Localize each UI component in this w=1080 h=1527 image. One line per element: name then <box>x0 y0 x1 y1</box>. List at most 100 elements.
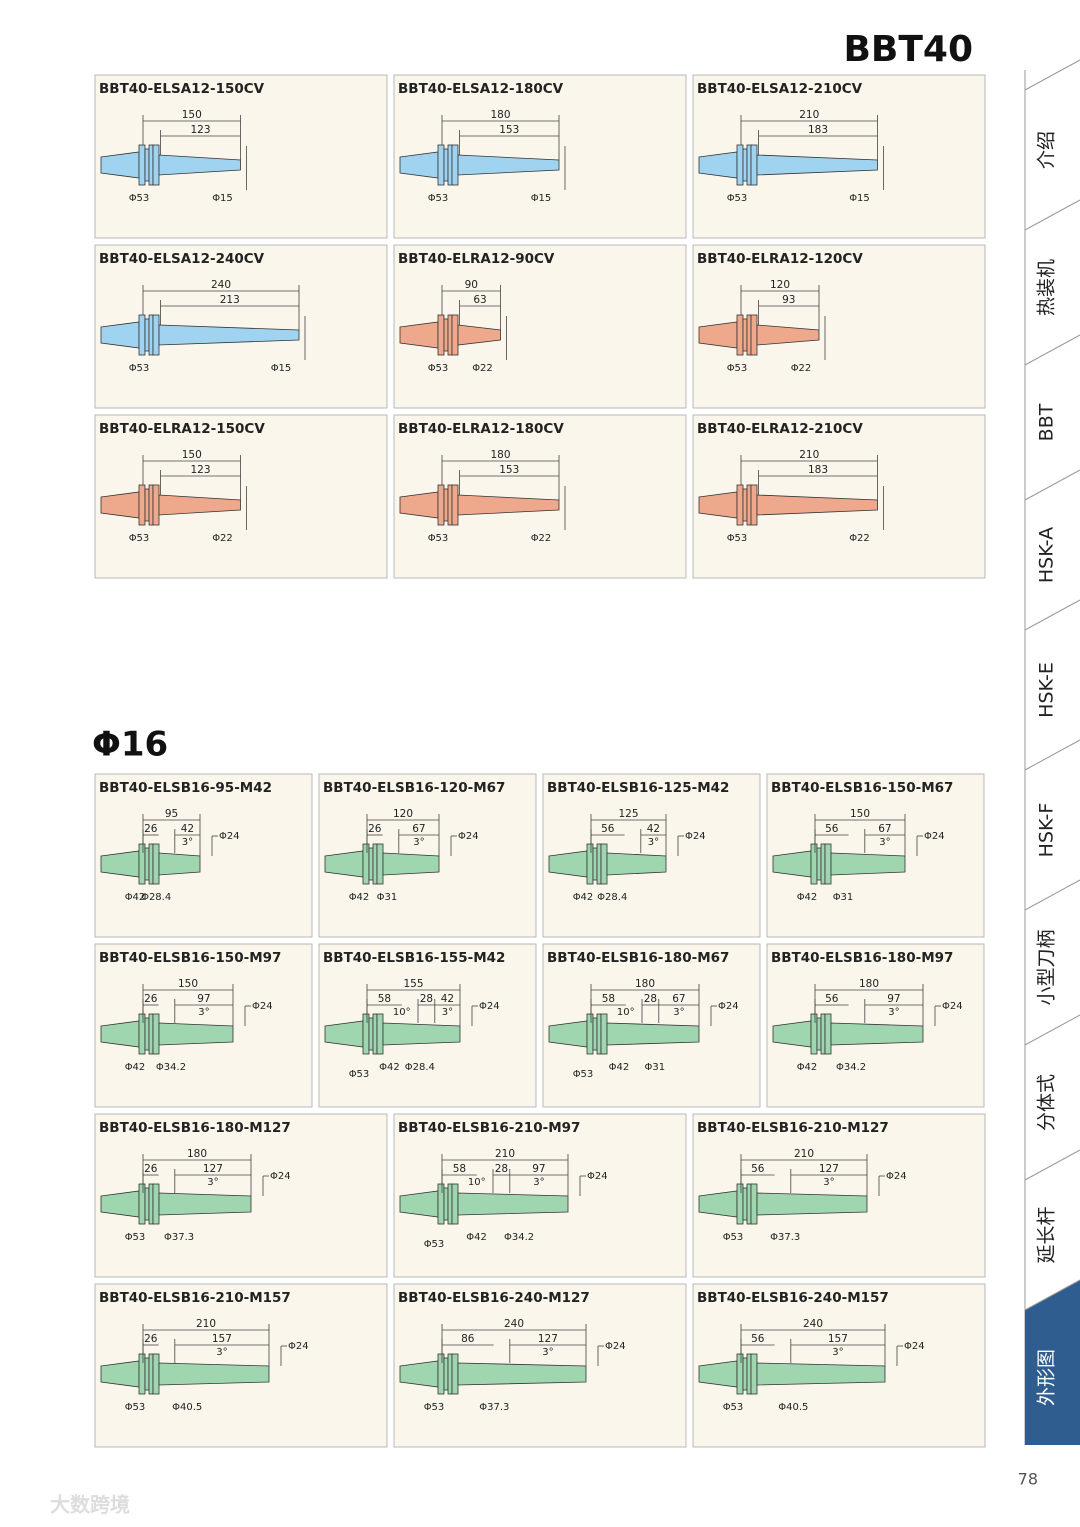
dim-length: 240 <box>803 1318 823 1330</box>
dim-length: 180 <box>859 978 879 990</box>
tool-shank <box>698 151 738 179</box>
card-title: BBT40-ELSB16-125-M42 <box>547 780 729 796</box>
product-card: BBT40-ELSB16-150-M67 150 56 67 3° Φ24 Φ42 Φ31 <box>766 773 985 938</box>
product-card: BBT40-ELSB16-210-M157 210 26 157 3° Φ24 Φ53 Φ40… <box>94 1283 388 1448</box>
tool-body <box>756 1192 868 1216</box>
dim-diameter: Φ34.2 <box>156 1062 186 1073</box>
dim-length: 90 <box>465 279 478 291</box>
tool-shank <box>548 850 588 878</box>
tool-flange <box>152 1013 160 1055</box>
tool-body <box>756 324 820 346</box>
tool-flange <box>586 843 594 885</box>
tool-flange <box>816 847 822 881</box>
dim-diameter: Φ24 <box>219 831 240 842</box>
dim-diameter: Φ24 <box>718 1001 739 1012</box>
card-title: BBT40-ELSB16-240-M127 <box>398 1290 590 1306</box>
tool-flange <box>144 148 150 182</box>
dim-length: 58 <box>378 993 391 1005</box>
dim-length: 240 <box>211 279 231 291</box>
tool-flange <box>443 318 449 352</box>
card-title: BBT40-ELSA12-180CV <box>398 81 564 97</box>
sidebar-tab[interactable]: HSK-E <box>1036 662 1058 718</box>
product-card: BBT40-ELSB16-180-M127 180 26 127 3° Φ24 Φ53 Φ37… <box>94 1113 388 1278</box>
tab-divider <box>1024 59 1080 91</box>
dim-angle: 10° <box>617 1007 635 1018</box>
tool-flange <box>451 1353 459 1395</box>
dim-diameter: Φ37.3 <box>164 1232 194 1243</box>
tool-flange <box>742 318 748 352</box>
tool-flange <box>138 1353 146 1395</box>
dim-diameter: Φ42 <box>573 892 594 903</box>
tool-flange <box>144 488 150 522</box>
dim-diameter: Φ34.2 <box>504 1232 534 1243</box>
tool-flange <box>447 144 453 186</box>
sidebar-tab[interactable]: 外形图 <box>1036 1349 1058 1406</box>
dim-diameter: Φ15 <box>212 193 233 204</box>
dim-length: 97 <box>197 993 210 1005</box>
product-card: BBT40-ELSA12-240CV 240 213 Φ53 Φ15 <box>94 244 388 409</box>
tool-body <box>606 852 667 876</box>
tab-divider <box>1024 879 1080 911</box>
tool-body <box>457 1362 587 1386</box>
watermark: 大数跨境 <box>50 1493 130 1517</box>
tool-body <box>830 852 906 876</box>
tool-flange <box>138 144 146 186</box>
tool-flange <box>816 1017 822 1051</box>
sidebar-tab[interactable]: HSK-F <box>1036 803 1058 858</box>
dim-diameter: Φ31 <box>833 892 854 903</box>
tool-shank <box>324 850 364 878</box>
tool-flange <box>742 1187 748 1221</box>
sidebar-tab[interactable]: 介绍 <box>1036 131 1058 169</box>
card-title: BBT40-ELRA12-180CV <box>398 421 564 437</box>
dim-diameter: Φ53 <box>727 363 748 374</box>
tool-flange <box>148 144 154 186</box>
dim-diameter: Φ37.3 <box>479 1402 509 1413</box>
dim-length: 150 <box>850 808 870 820</box>
card-title: BBT40-ELSB16-210-M97 <box>398 1120 580 1136</box>
dim-length: 42 <box>181 823 194 835</box>
section-title: Φ16 <box>92 725 168 765</box>
tool-flange <box>596 843 602 885</box>
sidebar-tab[interactable]: 热装机 <box>1036 259 1058 316</box>
dim-diameter: Φ28.4 <box>405 1062 435 1073</box>
tool-flange <box>372 843 378 885</box>
card-title: BBT40-ELSA12-210CV <box>697 81 863 97</box>
tool-flange <box>138 1183 146 1225</box>
card-title: BBT40-ELRA12-210CV <box>697 421 863 437</box>
dim-angle: 3° <box>533 1177 544 1188</box>
tool-flange <box>736 314 744 356</box>
dim-length: 26 <box>144 1163 158 1175</box>
tool-shank <box>399 151 439 179</box>
dim-diameter: Φ24 <box>886 1171 907 1182</box>
dim-length: 63 <box>473 294 486 306</box>
tool-flange <box>750 1183 758 1225</box>
sidebar-tab[interactable]: HSK-A <box>1036 527 1058 583</box>
tool-flange <box>592 1017 598 1051</box>
sidebar-tab[interactable]: 小型刀柄 <box>1036 929 1058 1005</box>
sidebar-tab[interactable]: 延长杆 <box>1036 1206 1058 1263</box>
card-title: BBT40-ELSB16-120-M67 <box>323 780 505 796</box>
dim-diameter: Φ42 <box>349 892 370 903</box>
dim-length: 180 <box>635 978 655 990</box>
tool-flange <box>144 1187 150 1221</box>
product-card: BBT40-ELRA12-120CV 120 93 Φ53 Φ22 <box>692 244 986 409</box>
dim-diameter: Φ53 <box>129 363 150 374</box>
sidebar-tab[interactable]: BBT <box>1036 403 1058 441</box>
tool-flange <box>742 148 748 182</box>
dim-length: 97 <box>532 1163 545 1175</box>
tool-flange <box>437 484 445 526</box>
tool-shank <box>399 491 439 519</box>
tool-flange <box>152 843 160 885</box>
dim-angle: 3° <box>182 837 193 848</box>
dim-angle: 3° <box>207 1177 218 1188</box>
dim-diameter: Φ42 <box>125 1062 146 1073</box>
tool-flange <box>144 318 150 352</box>
sidebar-tab[interactable]: 分体式 <box>1036 1074 1058 1131</box>
dim-diameter: Φ53 <box>727 193 748 204</box>
dim-length: 213 <box>220 294 240 306</box>
dim-diameter: Φ34.2 <box>836 1062 866 1073</box>
dim-diameter: Φ53 <box>129 193 150 204</box>
tool-flange <box>138 1013 146 1055</box>
